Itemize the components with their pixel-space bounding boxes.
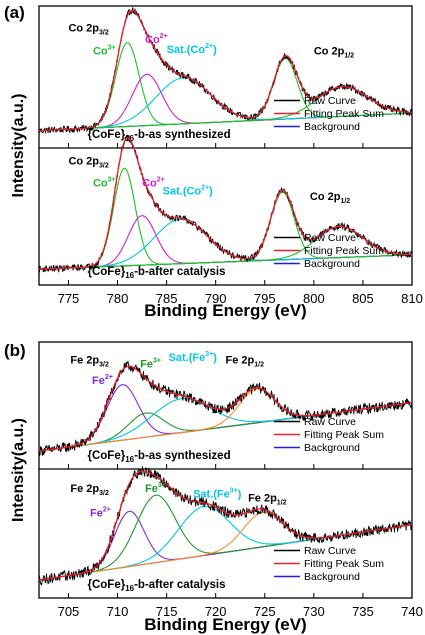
legend-entry: Fitting Peak Sum	[304, 558, 384, 570]
legend-entry: Raw Curve	[304, 416, 356, 428]
peak-label: Fe 2p3/2	[70, 483, 109, 497]
legend-entry: Background	[304, 258, 360, 270]
peak-label: Co 2p3/2	[68, 23, 108, 37]
fitting-peak-sum-line	[38, 9, 413, 132]
x-tick-label: 810	[401, 291, 423, 306]
x-tick-label: 705	[58, 604, 80, 619]
panel-letter: (a)	[4, 3, 25, 22]
peak-label: Co 2p1/2	[314, 45, 354, 59]
peak-label: Fe2+	[90, 507, 111, 520]
peak-label: Co 2p1/2	[310, 191, 350, 205]
x-axis-title: Binding Energy (eV)	[144, 301, 306, 320]
sample-label: {CoFe}16-b-as synthesized	[87, 450, 230, 464]
subpanel-after-catalysis: Fe 2p3/2 Fe3+ Sat.(Fe3+) Fe 2p1/2 Fe2+ Raw Cu…	[38, 466, 413, 593]
x-tick-label: 740	[401, 604, 423, 619]
x-tick-label: 735	[352, 604, 374, 619]
peak-label: Sat.(Co2+)	[167, 43, 217, 56]
x-tick-label: 790	[205, 291, 227, 306]
legend-entry: Fitting Peak Sum	[304, 108, 384, 120]
x-tick-label: 715	[156, 604, 178, 619]
peak-label: Fe2+	[92, 374, 113, 387]
peak-label: Sat.(Co2+)	[163, 185, 213, 198]
peak-label: Co2+	[142, 176, 165, 189]
peak-label: Sat.(Fe3+)	[169, 351, 218, 364]
legend-entry: Fitting Peak Sum	[304, 429, 384, 441]
sample-label: {CoFe}16-b-as synthesized	[87, 129, 230, 143]
legend-entry: Background	[304, 442, 360, 454]
panel-letter: (b)	[4, 341, 26, 360]
peak-label: Co3+	[93, 44, 116, 57]
legend-entry: Raw Curve	[304, 95, 356, 107]
peak-label: Fe 2p3/2	[70, 355, 109, 369]
peak-label: Co3+	[93, 176, 116, 189]
plot-frame	[38, 341, 413, 599]
x-tick-label: 805	[352, 291, 374, 306]
x-tick-label: 725	[254, 604, 276, 619]
fitting-peak-sum-line	[38, 137, 412, 270]
x-tick-label: 730	[303, 604, 325, 619]
subpanel-after-catalysis: Co 2p3/2 Co3+ Co2+Sat.(Co2+) Co 2p1/2 Raw Cu…	[38, 134, 413, 280]
legend-entry: Raw Curve	[304, 232, 356, 244]
x-tick-label: 775	[58, 291, 80, 306]
x-tick-label: 785	[156, 291, 178, 306]
legend-entry: Fitting Peak Sum	[304, 245, 384, 257]
x-tick-label: 800	[303, 291, 325, 306]
peak-label: Co 2p3/2	[68, 155, 108, 169]
x-tick-label: 780	[107, 291, 129, 306]
subpanel-as-synthesized: Fe 2p3/2 Fe3+ Sat.(Fe3+) Fe 2p1/2 Fe2+ Raw Cu…	[38, 351, 413, 464]
sample-label: {CoFe}16-b-after catalysis	[87, 266, 225, 280]
peak-label: Sat.(Fe3+)	[193, 487, 242, 500]
fitting-peak-sum-line	[38, 470, 413, 581]
y-axis-title: Intensity(a.u.)	[10, 93, 27, 197]
subpanel-as-synthesized: Co 2p3/2 Co3+ Co2+Sat.(Co2+) Co 2p1/2 Raw Cu…	[38, 7, 413, 143]
legend-entry: Raw Curve	[304, 545, 356, 557]
panel-a: (a) Intensity(a.u.) 775 780 785 790 795 800 805 8…	[4, 3, 423, 320]
peak-label: Fe 2p1/2	[226, 355, 265, 369]
x-tick-label: 795	[254, 291, 276, 306]
x-axis-title: Binding Energy (eV)	[144, 615, 306, 634]
peak-label: Fe3+	[140, 357, 161, 370]
legend-entry: Background	[304, 571, 360, 583]
fitting-peak-sum-line	[38, 365, 413, 452]
panel-b: (b) Intensity(a.u.) 705 710 715 720 725 730 735 7…	[4, 341, 423, 634]
y-axis-title: Intensity(a.u.)	[10, 418, 27, 522]
raw-curve	[38, 466, 413, 587]
x-tick-label: 720	[205, 604, 227, 619]
peak-label: Co2+	[145, 33, 168, 46]
x-tick-label: 710	[107, 604, 129, 619]
sample-label: {CoFe}16-b-after catalysis	[87, 579, 225, 593]
peak-label: Fe 2p1/2	[248, 492, 287, 506]
legend-entry: Background	[304, 121, 360, 133]
peak-label: Fe3+	[145, 482, 166, 495]
